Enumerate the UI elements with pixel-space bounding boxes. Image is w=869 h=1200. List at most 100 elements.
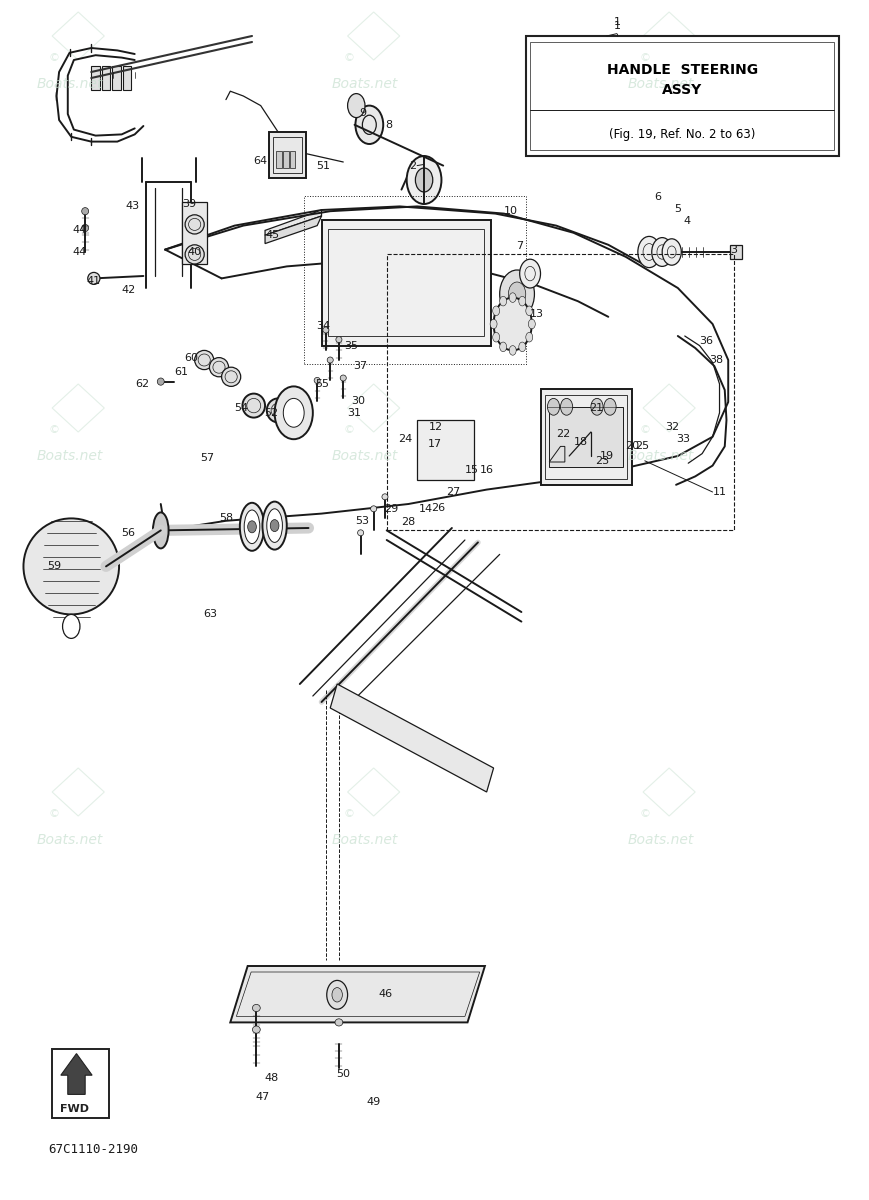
Text: 51: 51 (316, 161, 330, 170)
Circle shape (638, 236, 660, 268)
Circle shape (332, 988, 342, 1002)
Ellipse shape (88, 272, 100, 284)
Ellipse shape (240, 503, 264, 551)
Text: 47: 47 (255, 1092, 269, 1102)
Circle shape (407, 156, 441, 204)
Text: 59: 59 (47, 562, 61, 571)
Text: 48: 48 (264, 1073, 278, 1082)
Text: 15: 15 (465, 466, 479, 475)
Text: ASSY: ASSY (662, 83, 702, 97)
Bar (283, 151, 289, 168)
Ellipse shape (382, 494, 388, 499)
Text: 67C1110-2190: 67C1110-2190 (48, 1144, 138, 1156)
Text: 41: 41 (87, 276, 101, 286)
Polygon shape (230, 966, 485, 1022)
Circle shape (604, 398, 616, 415)
Text: Boats.net: Boats.net (332, 449, 398, 463)
Text: 21: 21 (589, 403, 603, 413)
Text: 30: 30 (351, 396, 365, 406)
Text: 39: 39 (182, 199, 196, 209)
Ellipse shape (315, 377, 320, 383)
Text: 62: 62 (136, 379, 149, 389)
Bar (269, 132, 306, 178)
Text: ©: © (49, 53, 59, 62)
Text: 12: 12 (429, 422, 443, 432)
Text: Boats.net: Boats.net (627, 833, 693, 847)
Text: 63: 63 (203, 610, 217, 619)
Text: 61: 61 (174, 367, 188, 377)
Text: 31: 31 (348, 408, 362, 418)
Circle shape (348, 94, 365, 118)
Text: 26: 26 (431, 503, 445, 512)
Bar (322, 220, 491, 346)
Circle shape (652, 238, 673, 266)
Text: (Fig. 19, Ref. No. 2 to 63): (Fig. 19, Ref. No. 2 to 63) (609, 128, 755, 140)
Circle shape (591, 398, 603, 415)
Bar (276, 151, 282, 168)
Text: 40: 40 (188, 247, 202, 257)
Text: 16: 16 (480, 466, 494, 475)
Bar (328, 229, 484, 336)
Text: 1: 1 (614, 17, 620, 26)
Text: 28: 28 (401, 517, 415, 527)
Bar (112, 66, 121, 90)
Circle shape (493, 306, 500, 316)
Text: 58: 58 (219, 514, 233, 523)
Ellipse shape (195, 350, 214, 370)
Circle shape (63, 614, 80, 638)
Polygon shape (265, 210, 322, 235)
Ellipse shape (153, 512, 169, 548)
Bar (91, 66, 100, 90)
Text: Boats.net: Boats.net (627, 77, 693, 91)
Circle shape (415, 168, 433, 192)
Bar (123, 66, 131, 90)
Bar (273, 137, 302, 173)
Text: 32: 32 (666, 422, 680, 432)
Text: 45: 45 (266, 230, 280, 240)
Circle shape (500, 342, 507, 352)
Text: 14: 14 (419, 504, 433, 514)
Text: Boats.net: Boats.net (36, 77, 103, 91)
Bar (52, 1049, 109, 1118)
Text: Boats.net: Boats.net (36, 833, 103, 847)
Text: 36: 36 (700, 336, 713, 346)
Text: 44: 44 (73, 226, 87, 235)
Circle shape (270, 520, 279, 532)
Text: 2: 2 (409, 161, 416, 170)
Text: ©: © (344, 53, 355, 62)
Ellipse shape (23, 518, 119, 614)
Bar (102, 66, 110, 90)
Polygon shape (265, 216, 322, 244)
Text: ©: © (344, 809, 355, 818)
Ellipse shape (252, 1026, 261, 1033)
Ellipse shape (244, 510, 260, 544)
Text: 42: 42 (122, 286, 136, 295)
Text: 5: 5 (674, 204, 681, 214)
Text: HANDLE  STEERING: HANDLE STEERING (607, 62, 758, 77)
Text: 23: 23 (595, 456, 609, 466)
Text: 54: 54 (235, 403, 249, 413)
Text: Boats.net: Boats.net (36, 449, 103, 463)
Text: Boats.net: Boats.net (627, 449, 693, 463)
Circle shape (520, 259, 541, 288)
Text: ©: © (344, 425, 355, 434)
Circle shape (327, 980, 348, 1009)
Text: 11: 11 (713, 487, 726, 497)
Ellipse shape (157, 378, 164, 385)
Text: 1: 1 (614, 22, 620, 31)
Bar (541, 389, 632, 485)
Ellipse shape (185, 215, 204, 234)
Bar (730, 245, 742, 259)
Text: ©: © (49, 425, 59, 434)
Bar (526, 36, 839, 156)
Text: FWD: FWD (60, 1104, 90, 1114)
Text: 43: 43 (125, 202, 139, 211)
Circle shape (500, 296, 507, 306)
Ellipse shape (222, 367, 241, 386)
Bar (549, 407, 623, 467)
Text: 64: 64 (254, 156, 268, 166)
Text: 60: 60 (184, 353, 198, 362)
Text: 9: 9 (360, 108, 367, 118)
Text: 10: 10 (504, 206, 518, 216)
Text: 34: 34 (316, 322, 330, 331)
